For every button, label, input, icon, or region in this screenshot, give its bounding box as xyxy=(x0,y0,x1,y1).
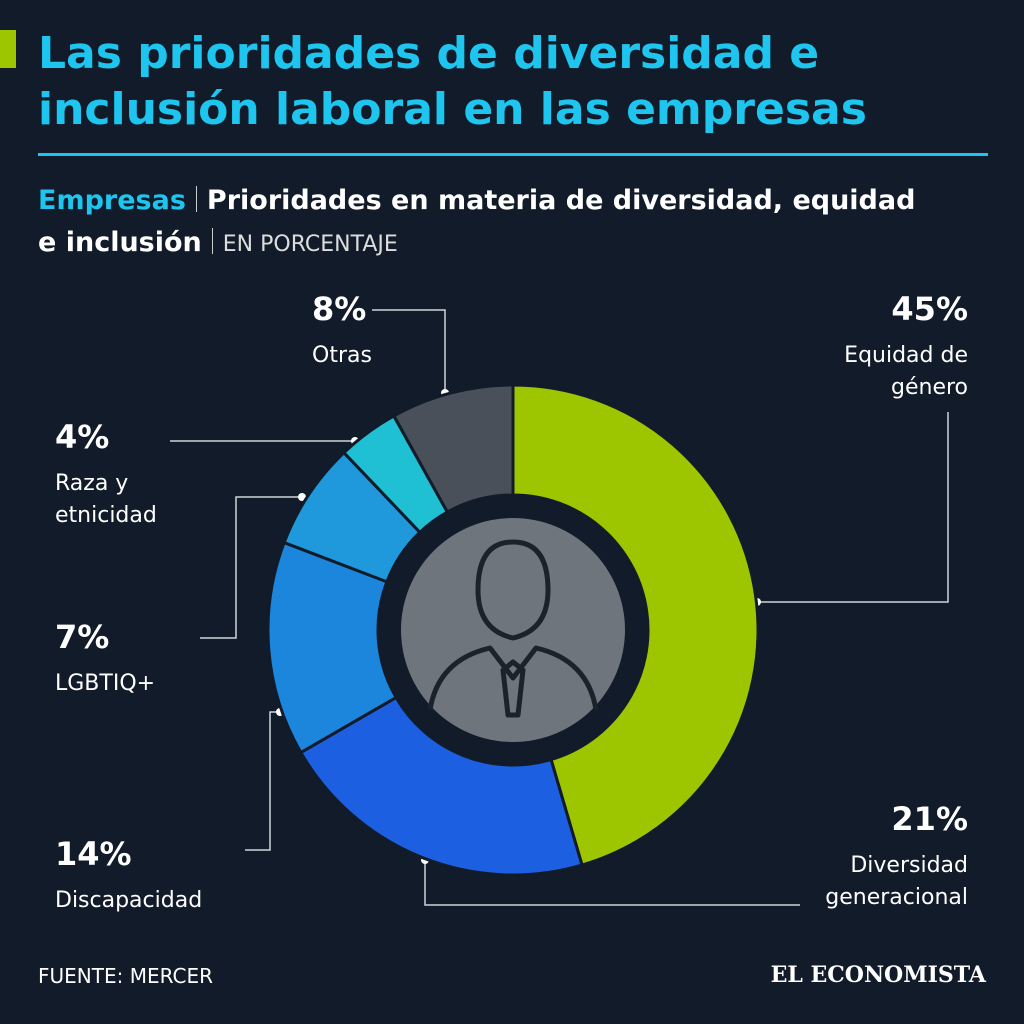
category-label: Otras xyxy=(312,343,372,368)
donut-segment xyxy=(298,695,584,877)
unit-note: EN PORCENTAJE xyxy=(222,232,398,257)
donut-segment xyxy=(391,383,515,515)
category-label: LGBTIQ+ xyxy=(55,671,156,696)
title: Las prioridades de diversidad e inclusió… xyxy=(38,28,867,135)
separator xyxy=(195,186,197,212)
center-disc xyxy=(401,518,625,742)
value-label: 7% xyxy=(55,618,110,656)
segment-label: 14% Discapacidad xyxy=(55,835,255,917)
value-label: 45% xyxy=(891,290,968,328)
value-label: 8% xyxy=(312,290,367,328)
category-label: Raza y etnicidad xyxy=(55,471,157,528)
segment-label: 45% Equidad de género xyxy=(828,290,968,404)
value-label: 21% xyxy=(891,800,968,838)
subtitle: Prioridades en materia de diversidad, eq… xyxy=(38,185,916,258)
value-label: 4% xyxy=(55,418,110,456)
title-rule xyxy=(38,153,988,156)
value-label: 14% xyxy=(55,835,132,873)
separator xyxy=(211,228,213,254)
subtitle-label: Empresas xyxy=(38,185,186,216)
brand: EL ECONOMISTA xyxy=(770,962,986,988)
segment-label: 8% Otras xyxy=(312,290,432,372)
segment-label: 21% Diversidad generacional xyxy=(798,800,968,914)
category-label: Discapacidad xyxy=(55,888,203,913)
segment-label: 4% Raza y etnicidad xyxy=(55,418,185,532)
category-label: Diversidad generacional xyxy=(825,853,968,910)
subtitle-block: Empresas Prioridades en materia de divers… xyxy=(38,180,918,266)
category-label: Equidad de género xyxy=(844,343,968,400)
leader-lines xyxy=(170,309,949,906)
donut-segment xyxy=(511,383,760,867)
center-icon xyxy=(427,539,599,718)
segment-label: 7% LGBTIQ+ xyxy=(55,618,215,700)
source: FUENTE: MERCER xyxy=(38,964,213,988)
accent-bar xyxy=(0,30,16,68)
